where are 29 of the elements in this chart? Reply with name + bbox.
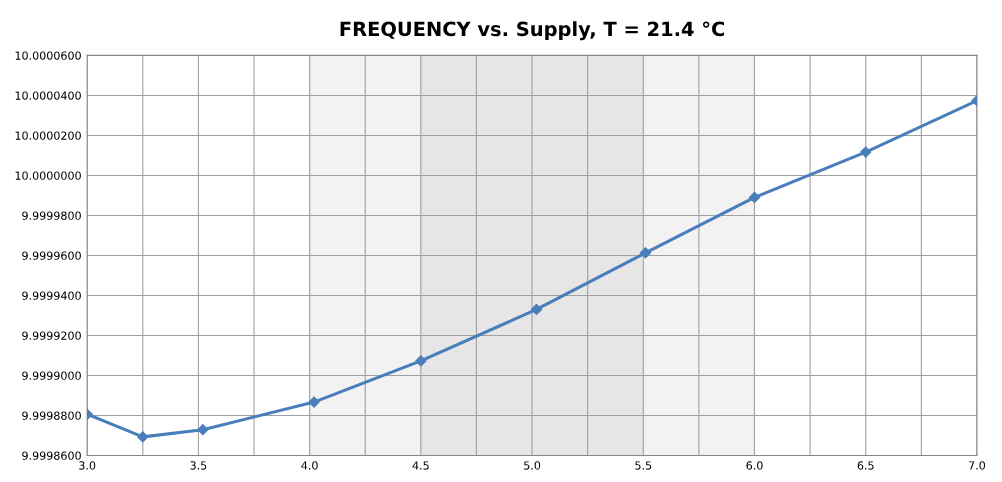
y-tick-label: 9.9999800: [22, 211, 81, 220]
x-tick-label: 3.0: [79, 461, 96, 470]
point: [137, 431, 149, 443]
y-tick-label: 10.0000400: [15, 91, 81, 100]
y-tick-label: 10.0000000: [15, 171, 81, 180]
point: [860, 146, 872, 158]
y-tick-label: 9.9999600: [22, 251, 81, 260]
x-tick-label: 6.0: [746, 461, 763, 470]
y-tick-label: 9.9999200: [22, 331, 81, 340]
point: [308, 396, 320, 408]
y-tick-label: 10.0000600: [15, 51, 81, 60]
x-tick-label: 5.0: [524, 461, 541, 470]
y-tick-label: 9.9998600: [22, 451, 81, 460]
y-tick-label: 9.9998800: [22, 411, 81, 420]
point: [748, 191, 761, 204]
y-tick-label: 9.9999400: [22, 291, 81, 300]
x-tick-label: 4.0: [301, 461, 318, 470]
point: [197, 424, 209, 436]
y-tick-label: 9.9999000: [22, 371, 81, 380]
chart-title: FREQUENCY vs. Supply, T = 21.4 °C: [340, 21, 725, 41]
x-tick-label: 4.5: [412, 461, 429, 470]
x-tick-label: 7.0: [969, 461, 986, 470]
y-tick-label: 10.0000200: [15, 131, 81, 140]
point: [415, 355, 427, 367]
point: [639, 247, 652, 259]
point: [530, 303, 543, 316]
x-tick-label: 3.5: [190, 461, 207, 470]
x-tick-label: 6.5: [857, 461, 874, 470]
x-tick-label: 5.5: [635, 461, 652, 470]
